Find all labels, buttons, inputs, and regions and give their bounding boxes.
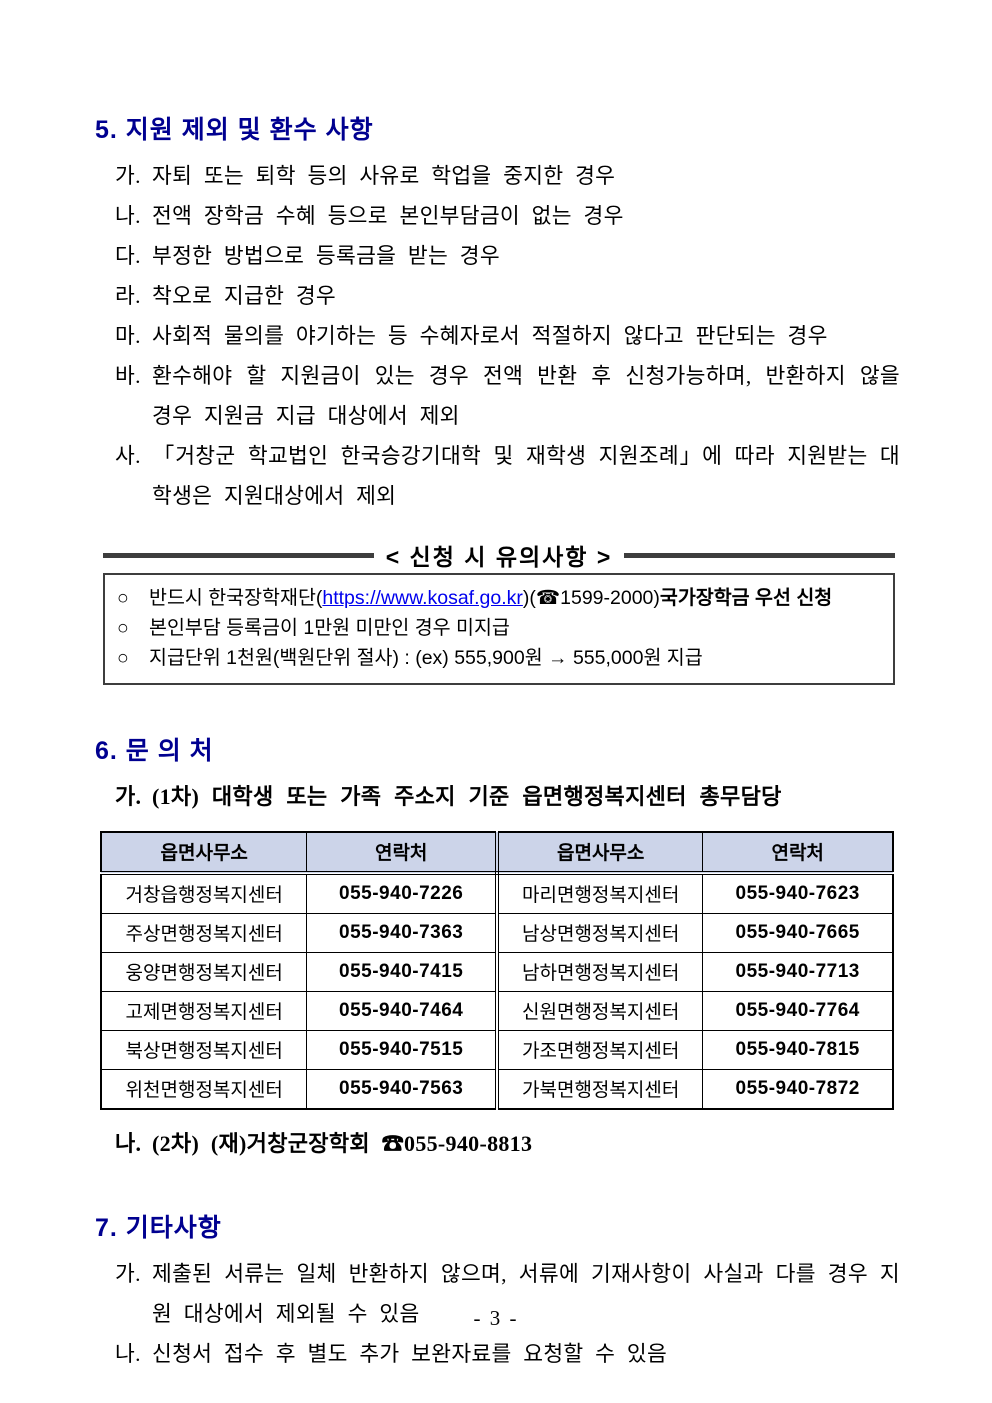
office-cell: 남상면행정복지센터 (496, 913, 704, 953)
table-row: 주상면행정복지센터 055-940-7363 남상면행정복지센터 055-940… (100, 913, 894, 953)
notice-box-container: < 신청 시 유의사항 > ○ 반드시 한국장학재단(https://www.ko… (103, 538, 896, 685)
list-item-ga: 가. 제출된 서류는 일체 반환하지 않으며, 서류에 기재사항이 사실과 다를 … (95, 1254, 900, 1334)
office-cell: 고제면행정복지센터 (100, 991, 308, 1031)
section-6: 6. 문 의 처 가. (1차) 대학생 또는 가족 주소지 기준 읍면행정복지센… (95, 731, 900, 1164)
list-item-ma: 마. 사회적 물의를 야기하는 등 수혜자로서 적절하지 않다고 판단되는 경우 (95, 316, 900, 356)
phone-cell: 055-940-7363 (306, 913, 499, 953)
phone-cell: 055-940-7563 (306, 1069, 499, 1110)
list-item-ga: 가. 자퇴 또는 퇴학 등의 사유로 학업을 중지한 경우 (95, 156, 900, 196)
kosaf-link[interactable]: https://www.kosaf.go.kr (322, 587, 523, 609)
table-header-row: 읍면사무소 연락처 읍면사무소 연락처 (100, 831, 894, 875)
phone-cell: 055-940-7415 (306, 952, 499, 992)
item-marker: 다. (115, 244, 141, 268)
item-text: 자퇴 또는 퇴학 등의 사유로 학업을 중지한 경우 (152, 164, 616, 188)
column-header: 연락처 (702, 831, 894, 875)
item-marker: 나. (115, 1131, 142, 1156)
item-text: 부정한 방법으로 등록금을 받는 경우 (152, 244, 500, 268)
item-text: 착오로 지급한 경우 (152, 284, 336, 308)
item-text: 사회적 물의를 야기하는 등 수혜자로서 적절하지 않다고 판단되는 경우 (152, 324, 828, 348)
page-number: - 3 - (473, 1306, 519, 1330)
notice-title-row: < 신청 시 유의사항 > (103, 538, 896, 572)
list-item-na: 나. 신청서 접수 후 별도 추가 보완자료를 요청할 수 있음 (95, 1334, 900, 1374)
circle-bullet-icon: ○ (117, 647, 129, 669)
item-marker: 가. (115, 784, 142, 809)
item-marker: 사. (115, 444, 141, 468)
item-marker: 가. (115, 1262, 141, 1286)
office-cell: 가북면행정복지센터 (496, 1069, 704, 1110)
table-row: 북상면행정복지센터 055-940-7515 가조면행정복지센터 055-940… (100, 1030, 894, 1070)
office-cell: 주상면행정복지센터 (100, 913, 308, 953)
table-row: 위천면행정복지센터 055-940-7563 가북면행정복지센터 055-940… (100, 1069, 894, 1110)
notice-item-2: ○ 본인부담 등록금이 1만원 미만인 경우 미지급 (117, 613, 883, 643)
contact-item-secondary: 나. (2차) (재)거창군장학회 ☎055-940-8813 (95, 1124, 900, 1164)
item-text: 전액 장학금 수혜 등으로 본인부담금이 없는 경우 (152, 204, 624, 228)
notice-box: ○ 반드시 한국장학재단(https://www.kosaf.go.kr)(☎15… (103, 573, 895, 685)
notice-item-1-bold: 국가장학금 우선 신청 (659, 587, 833, 609)
item-marker: 나. (115, 1342, 141, 1366)
table-row: 웅양면행정복지센터 055-940-7415 남하면행정복지센터 055-940… (100, 952, 894, 992)
table-row: 거창읍행정복지센터 055-940-7226 마리면행정복지센터 055-940… (100, 872, 894, 914)
section-6-title: 6. 문 의 처 (95, 737, 214, 765)
phone-cell: 055-940-7665 (702, 913, 894, 953)
table-row: 고제면행정복지센터 055-940-7464 신원면행정복지센터 055-940… (100, 991, 894, 1031)
contact-table: 읍면사무소 연락처 읍면사무소 연락처 거창읍행정복지센터 055-940-72… (100, 831, 894, 1110)
list-item-da: 다. 부정한 방법으로 등록금을 받는 경우 (95, 236, 900, 276)
item-marker: 라. (115, 284, 141, 308)
item-marker: 나. (115, 204, 141, 228)
item-marker: 바. (115, 364, 141, 388)
list-item-ra: 라. 착오로 지급한 경우 (95, 276, 900, 316)
circle-bullet-icon: ○ (117, 617, 129, 639)
notice-item-1-middle: )(☎1599-2000) (522, 587, 660, 609)
document-page: 5. 지원 제외 및 환수 사항 가. 자퇴 또는 퇴학 등의 사유로 학업을 중… (95, 110, 900, 1374)
office-cell: 신원면행정복지센터 (496, 991, 704, 1031)
title-rule-right (624, 552, 896, 558)
list-item-sa: 사. 「거창군 학교법인 한국승강기대학 및 재학생 지원조례」에 따라 지원받는… (95, 436, 900, 516)
notice-box-title: < 신청 시 유의사항 > (385, 544, 613, 570)
item-text: 제출된 서류는 일체 반환하지 않으며, 서류에 기재사항이 사실과 다를 경우… (152, 1262, 900, 1326)
column-header: 읍면사무소 (100, 831, 308, 875)
phone-cell: 055-940-7464 (306, 991, 499, 1031)
section-7-title: 7. 기타사항 (95, 1214, 222, 1242)
column-header: 읍면사무소 (496, 831, 704, 875)
circle-bullet-icon: ○ (117, 587, 129, 609)
contact-item-primary: 가. (1차) 대학생 또는 가족 주소지 기준 읍면행정복지센터 총무담당 (95, 777, 900, 817)
office-cell: 거창읍행정복지센터 (100, 872, 308, 914)
phone-cell: 055-940-7764 (702, 991, 894, 1031)
office-cell: 웅양면행정복지센터 (100, 952, 308, 992)
office-cell: 북상면행정복지센터 (100, 1030, 308, 1070)
section-5: 5. 지원 제외 및 환수 사항 가. 자퇴 또는 퇴학 등의 사유로 학업을 중… (95, 110, 900, 516)
item-text: 신청서 접수 후 별도 추가 보완자료를 요청할 수 있음 (152, 1342, 668, 1366)
notice-item-1: ○ 반드시 한국장학재단(https://www.kosaf.go.kr)(☎15… (117, 583, 883, 613)
office-cell: 가조면행정복지센터 (496, 1030, 704, 1070)
list-item-ba: 바. 환수해야 할 지원금이 있는 경우 전액 반환 후 신청가능하며, 반환하지… (95, 356, 900, 436)
office-cell: 마리면행정복지센터 (496, 872, 704, 914)
phone-cell: 055-940-7872 (702, 1069, 894, 1110)
item-text: (1차) 대학생 또는 가족 주소지 기준 읍면행정복지센터 총무담당 (152, 784, 782, 809)
notice-item-2-text: 본인부담 등록금이 1만원 미만인 경우 미지급 (149, 617, 510, 639)
title-rule-left (103, 552, 374, 558)
office-cell: 위천면행정복지센터 (100, 1069, 308, 1110)
office-cell: 남하면행정복지센터 (496, 952, 704, 992)
phone-cell: 055-940-7713 (702, 952, 894, 992)
phone-cell: 055-940-7226 (306, 872, 499, 914)
item-text: 「거창군 학교법인 한국승강기대학 및 재학생 지원조례」에 따라 지원받는 대… (152, 444, 900, 508)
column-header: 연락처 (306, 831, 499, 875)
phone-cell: 055-940-7815 (702, 1030, 894, 1070)
item-marker: 가. (115, 164, 141, 188)
item-text: 환수해야 할 지원금이 있는 경우 전액 반환 후 신청가능하며, 반환하지 않… (152, 364, 900, 428)
list-item-na: 나. 전액 장학금 수혜 등으로 본인부담금이 없는 경우 (95, 196, 900, 236)
item-marker: 마. (115, 324, 141, 348)
phone-cell: 055-940-7515 (306, 1030, 499, 1070)
item-text: (2차) (재)거창군장학회 ☎055-940-8813 (152, 1131, 533, 1156)
section-5-title: 5. 지원 제외 및 환수 사항 (95, 116, 374, 144)
notice-item-3-text: 지급단위 1천원(백원단위 절사) : (ex) 555,900원 → 555,… (149, 647, 703, 669)
phone-cell: 055-940-7623 (702, 872, 894, 914)
section-7: 7. 기타사항 가. 제출된 서류는 일체 반환하지 않으며, 서류에 기재사항이… (95, 1208, 900, 1374)
notice-item-1-prefix: 반드시 한국장학재단( (149, 587, 323, 609)
notice-item-3: ○ 지급단위 1천원(백원단위 절사) : (ex) 555,900원 → 555… (117, 643, 883, 673)
